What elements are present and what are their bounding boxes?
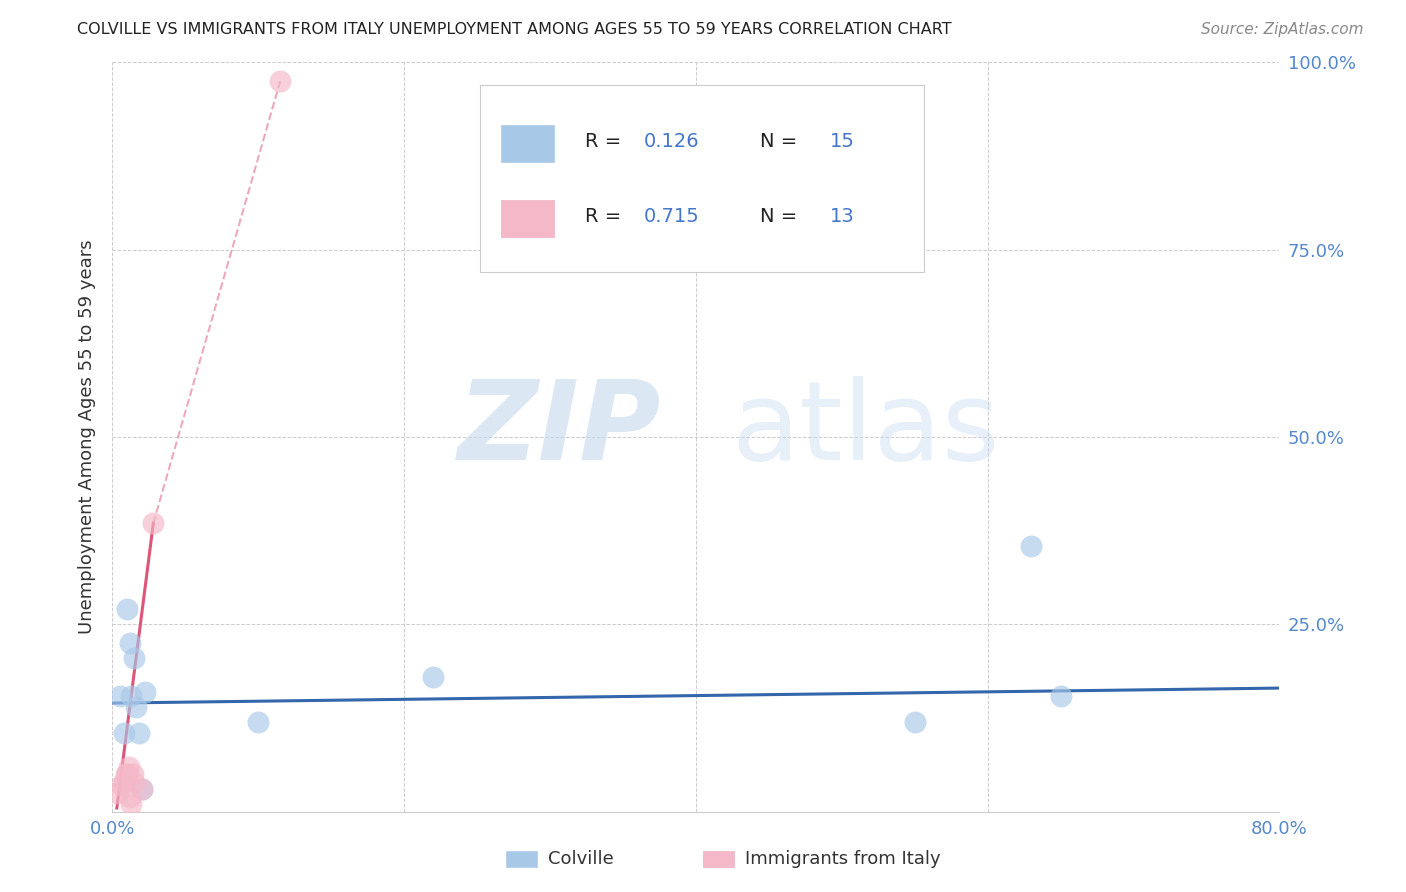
Text: 0.126: 0.126: [644, 132, 699, 152]
Point: [1021, 539, 1043, 553]
Text: 0.715: 0.715: [644, 207, 699, 227]
Text: N =: N =: [761, 207, 797, 227]
Point: [134, 685, 156, 699]
Point: [115, 602, 138, 616]
Point: [142, 516, 165, 531]
Point: [118, 789, 141, 804]
Point: [117, 760, 139, 774]
Bar: [501, 125, 554, 162]
Point: [247, 714, 270, 729]
Point: [112, 726, 135, 740]
Point: [422, 670, 444, 684]
Point: [1049, 689, 1071, 703]
Point: [125, 699, 148, 714]
Point: [904, 714, 927, 729]
Point: [128, 726, 150, 740]
Text: N =: N =: [761, 132, 797, 152]
Point: [269, 74, 291, 88]
Point: [131, 782, 153, 797]
Text: 13: 13: [830, 207, 855, 227]
Point: [118, 636, 141, 650]
Point: [108, 689, 131, 703]
Point: [124, 774, 146, 789]
Point: [115, 767, 138, 781]
Text: 15: 15: [830, 132, 855, 152]
Point: [120, 797, 142, 812]
Point: [114, 767, 136, 781]
Bar: [501, 200, 554, 237]
Text: R =: R =: [585, 132, 621, 152]
Point: [124, 651, 146, 665]
Text: atlas: atlas: [731, 376, 1000, 483]
Point: [112, 774, 135, 789]
Text: ZIP: ZIP: [457, 376, 661, 483]
Text: Colville: Colville: [548, 850, 614, 868]
Point: [131, 782, 153, 797]
Text: COLVILLE VS IMMIGRANTS FROM ITALY UNEMPLOYMENT AMONG AGES 55 TO 59 YEARS CORRELA: COLVILLE VS IMMIGRANTS FROM ITALY UNEMPL…: [77, 22, 952, 37]
Point: [110, 779, 132, 793]
Text: Source: ZipAtlas.com: Source: ZipAtlas.com: [1201, 22, 1364, 37]
Text: R =: R =: [585, 207, 621, 227]
Point: [120, 689, 142, 703]
Point: [122, 767, 145, 781]
Text: Immigrants from Italy: Immigrants from Italy: [745, 850, 941, 868]
Y-axis label: Unemployment Among Ages 55 to 59 years: Unemployment Among Ages 55 to 59 years: [77, 240, 96, 634]
Point: [105, 786, 128, 800]
FancyBboxPatch shape: [479, 85, 924, 272]
